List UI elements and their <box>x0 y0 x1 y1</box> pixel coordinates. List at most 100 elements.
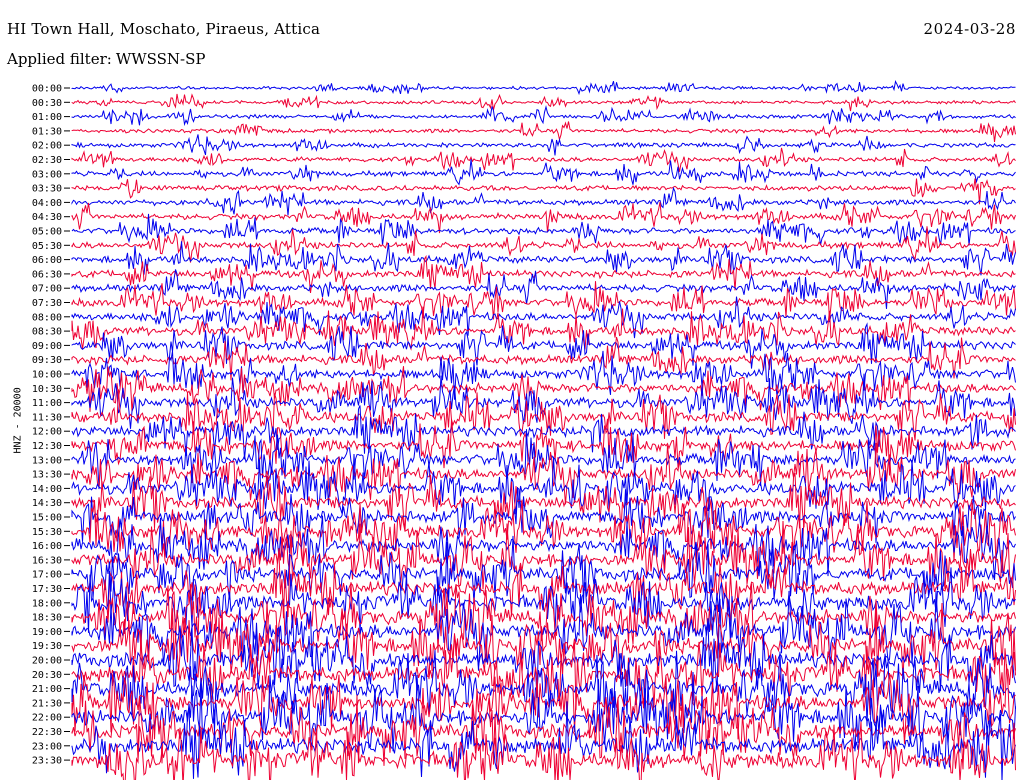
trace-row <box>71 515 1016 581</box>
time-tick-label: 17:00 <box>32 570 62 581</box>
time-tick-label: 19:30 <box>32 641 62 652</box>
trace-row <box>71 405 1016 460</box>
trace-row <box>71 567 1016 643</box>
filter-value: WWSSN-SP <box>115 50 206 68</box>
trace-row <box>71 520 1016 590</box>
time-tick-label: 01:30 <box>32 126 62 137</box>
trace-row <box>71 553 1016 623</box>
trace-row <box>71 80 1016 96</box>
time-tick-label: 07:30 <box>32 298 62 309</box>
time-tick-label: 09:00 <box>32 341 62 352</box>
trace-row <box>71 159 1016 186</box>
trace-row <box>71 650 1016 732</box>
trace-row <box>71 350 1016 400</box>
time-tick-label: 13:00 <box>32 455 62 466</box>
trace-row <box>71 664 1016 744</box>
trace-row <box>71 499 1016 567</box>
time-tick-label: 00:00 <box>32 84 62 95</box>
time-tick-label: 10:00 <box>32 370 62 381</box>
time-tick-label: 18:00 <box>32 598 62 609</box>
trace-row <box>71 254 1016 293</box>
trace-row <box>71 418 1016 476</box>
trace-row <box>71 629 1016 711</box>
time-tick-label: 21:30 <box>32 698 62 709</box>
time-tick-label: 02:00 <box>32 141 62 152</box>
time-tick-label: 04:30 <box>32 212 62 223</box>
trace-row <box>71 453 1016 515</box>
trace-row <box>71 134 1016 156</box>
trace-row <box>71 429 1016 490</box>
time-tick-label: 15:00 <box>32 513 62 524</box>
trace-row <box>71 701 1016 780</box>
trace-row <box>71 590 1016 671</box>
trace-row <box>71 121 1016 143</box>
trace-row <box>71 687 1016 770</box>
time-tick-label: 11:30 <box>32 412 62 423</box>
trace-row <box>71 202 1016 234</box>
trace-row <box>71 721 1016 780</box>
trace-row <box>71 306 1016 351</box>
time-tick-label: 18:30 <box>32 613 62 624</box>
trace-row <box>71 582 1016 654</box>
time-tick-label: 06:30 <box>32 269 62 280</box>
time-tick-label: 08:30 <box>32 327 62 338</box>
trace-row <box>71 241 1016 276</box>
trace-row <box>71 322 1016 369</box>
trace-row <box>71 105 1016 127</box>
time-tick-label: 16:30 <box>32 555 62 566</box>
trace-row <box>71 621 1016 698</box>
trace-row <box>71 366 1016 412</box>
time-tick-label: 03:00 <box>32 169 62 180</box>
time-tick-label: 09:30 <box>32 355 62 366</box>
trace-row <box>71 269 1016 309</box>
trace-row <box>71 186 1016 216</box>
trace-row <box>71 336 1016 381</box>
time-tick-label: 05:30 <box>32 241 62 252</box>
trace-row <box>71 226 1016 263</box>
time-tick-label: 12:00 <box>32 427 62 438</box>
time-tick-label: 00:30 <box>32 98 62 109</box>
date-label: 2024-03-28 <box>923 20 1016 38</box>
time-tick-label: 07:00 <box>32 284 62 295</box>
trace-row <box>71 487 1016 543</box>
time-tick-label: 04:00 <box>32 198 62 209</box>
time-tick-label: 05:00 <box>32 227 62 238</box>
time-tick-label: 06:00 <box>32 255 62 266</box>
time-tick-label: 19:00 <box>32 627 62 638</box>
time-tick-label: 22:00 <box>32 713 62 724</box>
time-tick-label: 11:00 <box>32 398 62 409</box>
time-tick-label: 23:00 <box>32 741 62 752</box>
time-tick-label: 03:30 <box>32 184 62 195</box>
time-tick-label: 14:00 <box>32 484 62 495</box>
time-tick-label: 10:30 <box>32 384 62 395</box>
station-title: HI Town Hall, Moschato, Piraeus, Attica <box>7 20 321 38</box>
trace-row <box>71 296 1016 339</box>
time-tick-label: 17:30 <box>32 584 62 595</box>
time-tick-label: 16:00 <box>32 541 62 552</box>
trace-row <box>71 472 1016 536</box>
filter-label: Applied filter: <box>7 50 112 68</box>
time-tick-label: 14:30 <box>32 498 62 509</box>
trace-row <box>71 147 1016 172</box>
time-tick-label: 20:30 <box>32 670 62 681</box>
trace-row <box>71 178 1016 205</box>
filter-info: Applied filter: WWSSN-SP <box>7 50 206 68</box>
time-tick-label: 02:30 <box>32 155 62 166</box>
trace-row <box>71 442 1016 505</box>
time-tick-label: 20:00 <box>32 656 62 667</box>
trace-row <box>71 93 1016 112</box>
trace-row <box>71 373 1016 429</box>
trace-row <box>71 671 1016 752</box>
trace-row <box>71 213 1016 246</box>
trace-row <box>71 281 1016 321</box>
time-tick-label: 13:30 <box>32 470 62 481</box>
time-tick-label: 01:00 <box>32 112 62 123</box>
time-tick-label: 08:00 <box>32 312 62 323</box>
trace-row <box>71 601 1016 680</box>
time-tick-label: 22:30 <box>32 727 62 738</box>
time-tick-label: 12:30 <box>32 441 62 452</box>
time-tick-label: 21:00 <box>32 684 62 695</box>
time-tick-label: 23:30 <box>32 756 62 767</box>
time-tick-label: 15:30 <box>32 527 62 538</box>
